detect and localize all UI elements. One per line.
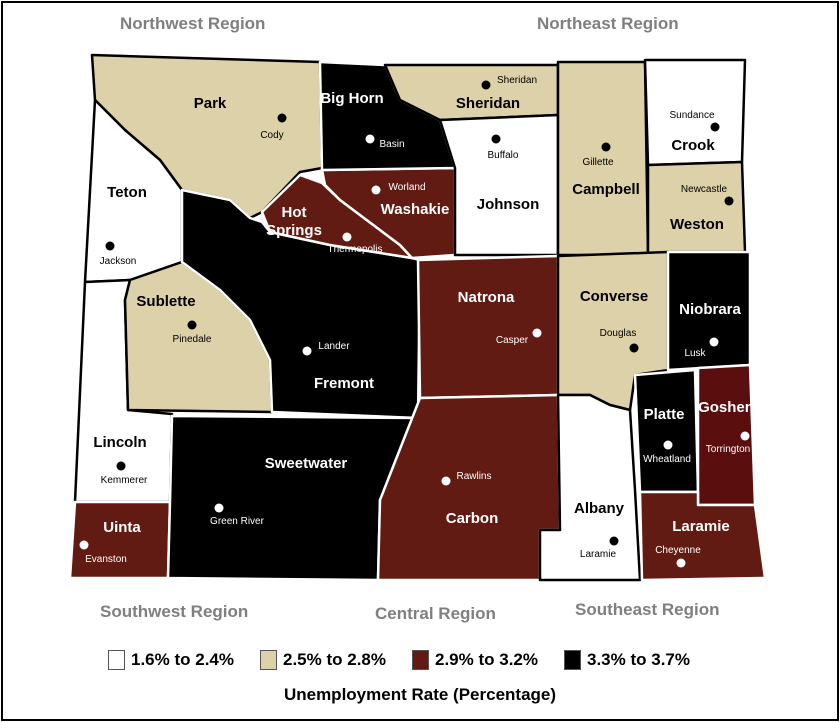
- legend-item: 2.9% to 3.2%: [412, 650, 538, 670]
- county-label-carbon: Carbon: [446, 510, 499, 527]
- county-natrona: [416, 254, 560, 400]
- county-label-sheridan: Sheridan: [456, 95, 520, 112]
- county-label-uinta: Uinta: [103, 519, 141, 536]
- city-marker: [342, 232, 352, 242]
- county-label-natrona: Natrona: [458, 289, 515, 306]
- county-label-albany: Albany: [574, 500, 625, 517]
- city-label: Newcastle: [681, 184, 728, 195]
- city-marker: [481, 80, 491, 90]
- city-label: Worland: [388, 182, 425, 193]
- city-marker: [79, 540, 89, 550]
- legend-title: Unemployment Rate (Percentage): [283, 685, 557, 704]
- city-marker: [365, 134, 375, 144]
- county-label-laramie: Laramie: [672, 518, 730, 535]
- city-label: Sheridan: [497, 75, 537, 86]
- county-label-johnson: Johnson: [477, 196, 540, 213]
- legend-swatch: [564, 650, 581, 670]
- city-marker: [116, 461, 126, 471]
- city-label: Thermopolis: [327, 244, 382, 255]
- city-label: Green River: [210, 516, 265, 527]
- city-marker: [491, 134, 501, 144]
- county-johnson: [438, 113, 560, 257]
- city-label: Sundance: [669, 110, 714, 121]
- city-label: Wheatland: [643, 454, 691, 465]
- city-label: Evanston: [85, 554, 127, 565]
- city-marker: [710, 122, 720, 132]
- city-label: Lander: [318, 341, 350, 352]
- legend-swatch: [412, 650, 429, 670]
- legend-label: 1.6% to 2.4%: [131, 650, 234, 669]
- county-label-sweetwater: Sweetwater: [265, 455, 348, 472]
- county-label-teton: Teton: [107, 184, 147, 201]
- legend-item: 3.3% to 3.7%: [564, 650, 690, 670]
- city-marker: [676, 558, 686, 568]
- legend-label: 2.5% to 2.8%: [283, 650, 386, 669]
- city-label: Gillette: [582, 157, 614, 168]
- county-label-hot-springs: Hot Springs: [266, 204, 322, 239]
- city-marker: [609, 536, 619, 546]
- city-label: Douglas: [600, 328, 637, 339]
- county-label-sublette: Sublette: [136, 293, 195, 310]
- city-label: Laramie: [580, 549, 617, 560]
- city-label: Buffalo: [488, 150, 519, 161]
- city-marker: [629, 343, 639, 353]
- city-label: Casper: [496, 335, 529, 346]
- city-marker: [302, 346, 312, 356]
- city-marker: [187, 320, 197, 330]
- city-marker: [532, 328, 542, 338]
- county-label-niobrara: Niobrara: [679, 301, 741, 318]
- county-uinta: [68, 500, 172, 580]
- city-marker: [277, 113, 287, 123]
- county-label-lincoln: Lincoln: [93, 434, 146, 451]
- city-marker: [105, 241, 115, 251]
- city-marker: [724, 196, 734, 206]
- county-label-weston: Weston: [670, 216, 724, 233]
- county-label-fremont: Fremont: [314, 375, 374, 392]
- region-label-southeast: Southeast Region: [575, 600, 720, 619]
- legend-label: 3.3% to 3.7%: [587, 650, 690, 669]
- county-label-big-horn: Big Horn: [320, 90, 383, 107]
- county-label-campbell: Campbell: [572, 181, 640, 198]
- legend-label: 2.9% to 3.2%: [435, 650, 538, 669]
- legend: 1.6% to 2.4% 2.5% to 2.8% 2.9% to 3.2% 3…: [108, 650, 690, 670]
- county-label-park: Park: [194, 95, 227, 112]
- city-marker: [709, 337, 719, 347]
- county-label-crook: Crook: [671, 137, 715, 154]
- legend-item: 1.6% to 2.4%: [108, 650, 234, 670]
- county-albany: [538, 393, 642, 582]
- city-label: Lusk: [684, 348, 706, 359]
- city-label: Torrington: [706, 444, 750, 455]
- city-marker: [601, 142, 611, 152]
- city-label: Rawlins: [456, 471, 491, 482]
- city-label: Cheyenne: [655, 545, 701, 556]
- legend-swatch: [260, 650, 277, 670]
- county-label-goshen: Goshen: [698, 399, 754, 416]
- county-platte: [633, 368, 700, 494]
- county-label-platte: Platte: [644, 406, 685, 423]
- city-marker: [663, 440, 673, 450]
- city-label: Basin: [379, 139, 404, 150]
- region-label-northeast: Northeast Region: [537, 14, 679, 33]
- county-label-washakie: Washakie: [381, 201, 450, 218]
- region-label-central: Central Region: [375, 604, 496, 623]
- city-label: Pinedale: [173, 334, 212, 345]
- region-label-northwest: Northwest Region: [120, 14, 266, 33]
- city-label: Jackson: [100, 256, 137, 267]
- city-marker: [740, 431, 750, 441]
- legend-item: 2.5% to 2.8%: [260, 650, 386, 670]
- city-marker: [441, 476, 451, 486]
- city-marker: [214, 503, 224, 513]
- city-label: Kemmerer: [101, 475, 148, 486]
- legend-swatch: [108, 650, 125, 670]
- county-label-converse: Converse: [580, 288, 648, 305]
- county-weston: [646, 160, 747, 257]
- region-label-southwest: Southwest Region: [100, 602, 249, 621]
- county-laramie: [638, 490, 767, 582]
- city-marker: [371, 185, 381, 195]
- city-label: Cody: [260, 130, 283, 141]
